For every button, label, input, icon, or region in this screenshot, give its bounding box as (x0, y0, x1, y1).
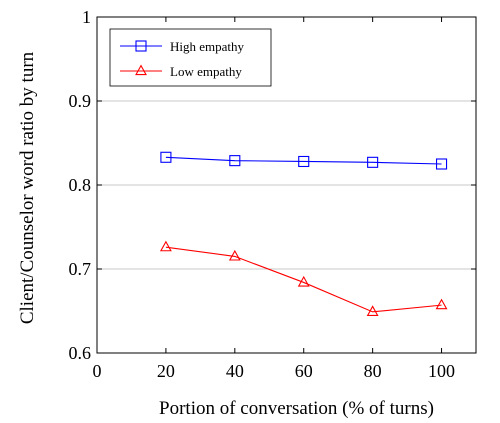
x-axis-label: Portion of conversation (% of turns) (159, 398, 434, 419)
legend-marker-1 (135, 64, 147, 76)
legend-marker-0 (135, 40, 147, 52)
legend-entry-0: High empathy (120, 39, 245, 54)
series-layer (159, 151, 448, 316)
data-point-0-2 (298, 155, 310, 168)
y-tick-label: 0.7 (69, 259, 92, 279)
y-axis-label: Client/Counselor word ratio by turn (17, 51, 38, 324)
data-point-0-4 (435, 158, 448, 170)
legend-entry-1: Low empathy (120, 64, 242, 79)
legend: High empathy Low empathy (109, 28, 272, 87)
data-point-0-1 (229, 155, 241, 167)
series-1 (159, 240, 448, 316)
grid-lines (97, 100, 476, 270)
x-tick-label: 80 (364, 361, 382, 381)
legend-label: High empathy (170, 39, 245, 54)
data-point-1-3 (366, 305, 379, 316)
x-tick-label: 40 (226, 361, 244, 381)
series-0 (160, 151, 448, 170)
data-point-0-3 (367, 156, 379, 168)
legend-box (109, 28, 272, 87)
y-tick-label: 0.9 (69, 91, 92, 111)
data-point-1-0 (159, 240, 172, 252)
data-point-1-4 (435, 298, 448, 310)
y-tick-label: 1 (82, 7, 91, 27)
data-point-1-1 (228, 249, 241, 261)
y-tick-label: 0.6 (69, 343, 92, 363)
series-line-1 (165, 246, 442, 313)
series-line-0 (165, 156, 442, 165)
x-tick-label: 100 (428, 361, 455, 381)
x-tick-label: 0 (93, 361, 102, 381)
data-point-0-0 (160, 151, 172, 163)
x-tick-label: 20 (157, 361, 175, 381)
axis-ticks: 0.6 0.7 0.8 0.9 1 0 20 40 60 80 100 (69, 7, 476, 381)
y-tick-label: 0.8 (69, 175, 92, 195)
legend-label: Low empathy (170, 64, 242, 79)
x-tick-label: 60 (295, 361, 313, 381)
data-point-1-2 (297, 275, 310, 287)
